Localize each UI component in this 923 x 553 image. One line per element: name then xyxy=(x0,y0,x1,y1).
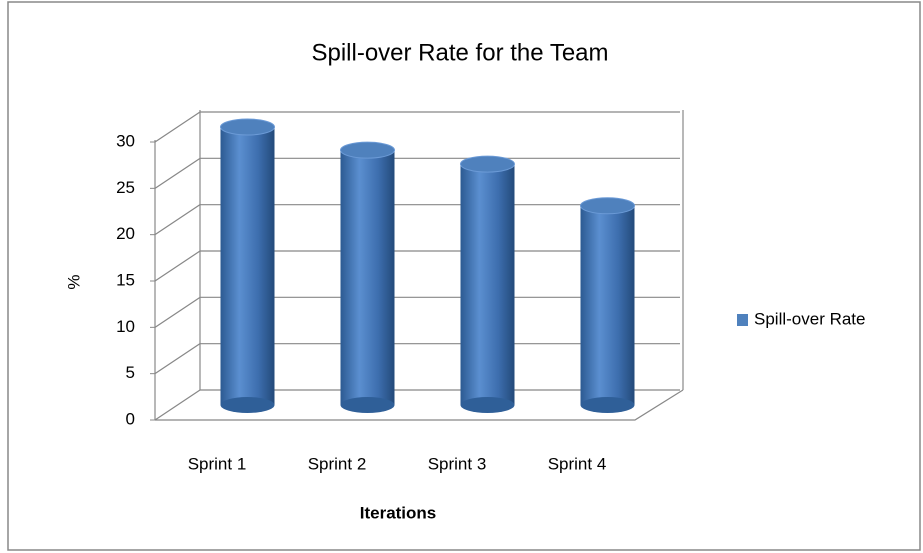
bar-top xyxy=(340,141,395,159)
side-grid-line xyxy=(154,204,201,236)
y-tick-label: 25 xyxy=(116,178,135,197)
floor-edge xyxy=(155,389,684,421)
bar-bottom xyxy=(460,397,515,413)
chart-title: Spill-over Rate for the Team xyxy=(311,39,608,66)
bar-bottom xyxy=(340,397,395,413)
legend-label: Spill-over Rate xyxy=(754,309,866,328)
y-tick-label: 30 xyxy=(116,131,135,150)
y-tick-label: 5 xyxy=(126,363,135,382)
x-tick-label: Sprint 3 xyxy=(428,454,487,473)
y-tick-label: 20 xyxy=(116,224,135,243)
legend-swatch xyxy=(737,314,748,326)
x-tick-label: Sprint 2 xyxy=(308,454,367,473)
bar xyxy=(580,205,635,405)
y-tick-label: 15 xyxy=(116,270,135,289)
y-tick-label: 0 xyxy=(126,409,135,428)
bar-bottom xyxy=(220,397,275,413)
side-grid-line xyxy=(154,250,201,282)
bar xyxy=(460,164,515,405)
bar-top xyxy=(220,118,275,136)
x-axis-title: Iterations xyxy=(360,503,437,522)
x-tick-label: Sprint 1 xyxy=(188,454,247,473)
side-grid-line xyxy=(154,111,201,143)
bar-top xyxy=(580,197,635,215)
x-tick-label: Sprint 4 xyxy=(548,454,607,473)
bar xyxy=(220,127,275,405)
bar xyxy=(340,150,395,405)
side-grid-line xyxy=(154,343,201,375)
bar-bottom xyxy=(580,397,635,413)
side-grid-line xyxy=(154,157,201,189)
y-axis-title: % xyxy=(64,274,83,289)
side-grid-line xyxy=(154,389,201,421)
y-tick-label: 10 xyxy=(116,317,135,336)
side-grid-line xyxy=(154,296,201,328)
bar-top xyxy=(460,155,515,173)
